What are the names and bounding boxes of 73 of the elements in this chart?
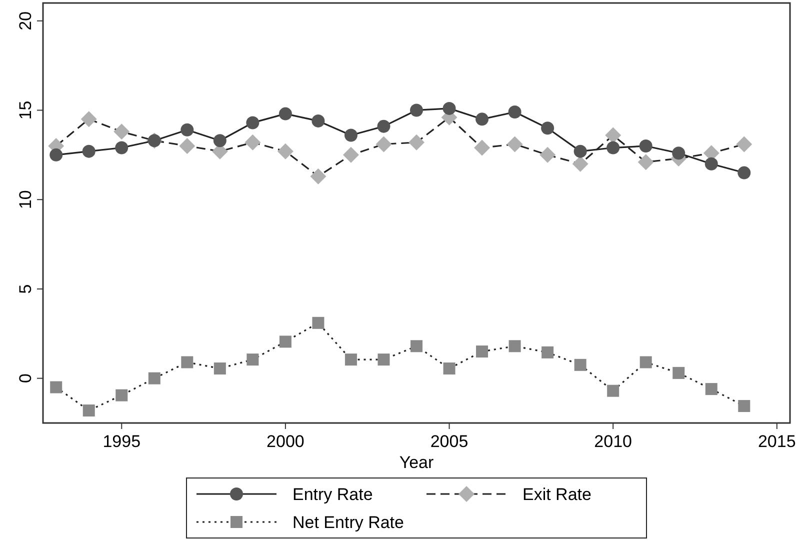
point: [50, 381, 62, 394]
point: [246, 354, 259, 366]
point: [542, 346, 554, 358]
point: [736, 136, 752, 152]
y-tick-label: 0: [16, 374, 35, 384]
point: [574, 144, 587, 158]
point: [312, 316, 324, 329]
point: [506, 136, 523, 152]
point: [82, 144, 96, 158]
point: [344, 354, 357, 366]
point: [541, 122, 554, 135]
point: [474, 140, 490, 156]
point: [572, 156, 588, 172]
point: [508, 106, 522, 119]
point: [246, 116, 260, 130]
point: [540, 146, 556, 163]
point: [310, 168, 326, 184]
y-tick-label: 10: [16, 190, 35, 210]
point: [50, 148, 63, 162]
point: [244, 134, 261, 150]
x-tick-label: 2000: [266, 432, 304, 451]
point: [476, 112, 489, 126]
point: [408, 134, 424, 150]
point: [214, 362, 226, 374]
point: [378, 354, 390, 366]
point: [508, 340, 521, 352]
legend-label: Entry Rate: [292, 485, 373, 504]
point: [442, 102, 456, 115]
point: [476, 346, 488, 358]
point: [376, 136, 392, 152]
point: [114, 124, 130, 140]
x-tick-label: 2010: [594, 432, 632, 451]
x-tick-label: 2005: [430, 432, 468, 451]
point: [377, 120, 390, 133]
point: [115, 141, 128, 154]
point: [410, 104, 423, 117]
y-tick-label: 15: [16, 100, 35, 120]
point: [606, 141, 620, 154]
point: [180, 123, 194, 136]
point: [638, 154, 654, 170]
point: [181, 356, 194, 368]
point: [738, 166, 751, 180]
point: [82, 404, 95, 416]
point: [148, 372, 160, 384]
x-tick-label: 1995: [102, 432, 141, 451]
point: [574, 358, 586, 371]
point: [80, 111, 97, 128]
y-tick-label: 5: [16, 284, 35, 294]
point: [279, 336, 292, 348]
point: [704, 157, 718, 170]
point: [277, 143, 294, 160]
y-tick-label: 20: [16, 11, 35, 30]
point: [705, 383, 718, 396]
point: [607, 384, 620, 397]
point: [344, 128, 358, 142]
point: [213, 134, 226, 148]
legend-label: Exit Rate: [522, 485, 592, 504]
point: [410, 340, 422, 352]
x-tick-label: 2015: [758, 432, 796, 451]
point: [443, 362, 456, 374]
point: [672, 366, 685, 379]
point: [738, 400, 750, 412]
legend-label: Net Entry Rate: [292, 513, 404, 532]
point: [179, 138, 196, 154]
point: [605, 127, 622, 144]
point: [278, 107, 292, 120]
point: [116, 389, 128, 402]
point: [342, 146, 359, 163]
point: [312, 114, 325, 128]
point: [640, 356, 652, 368]
x-axis-title: Year: [399, 453, 434, 472]
point: [672, 146, 686, 160]
point: [639, 139, 652, 152]
